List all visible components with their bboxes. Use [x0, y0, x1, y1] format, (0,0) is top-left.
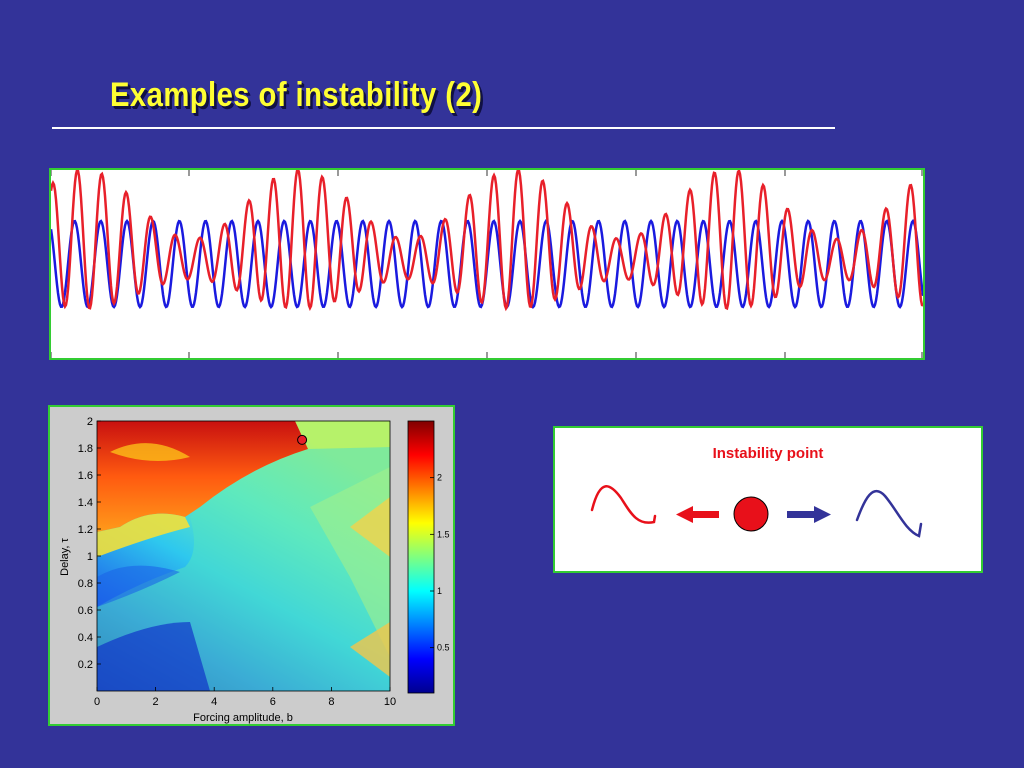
instability-point-dot [733, 496, 769, 532]
y-axis-label: Delay, τ [59, 537, 71, 575]
time-axis-ticks [51, 170, 923, 358]
y-tick-label: 0.4 [78, 632, 93, 644]
heatmap-area [97, 421, 390, 691]
y-tick-label: 0.2 [78, 659, 93, 671]
red-wave-icon [590, 485, 657, 524]
right-arrow-head-icon [814, 506, 831, 523]
x-axis-ticks: 0 2 4 6 8 10 [94, 687, 396, 708]
instability-diagram [590, 485, 923, 538]
x-axis-label: Forcing amplitude, b [193, 712, 293, 724]
y-tick-label: 1.4 [78, 497, 93, 509]
left-arrow-head-icon [676, 506, 693, 523]
instability-legend-panel: Instability point [553, 426, 983, 573]
y-tick-label: 1.8 [78, 443, 93, 455]
instability-point-label: Instability point [712, 445, 824, 462]
colorbar-tick-label: 1 [437, 586, 442, 596]
x-tick-label: 10 [384, 696, 396, 708]
time-series-panel [49, 168, 925, 360]
right-arrow-shaft [787, 511, 814, 518]
x-tick-label: 0 [94, 696, 100, 708]
instability-marker [297, 434, 308, 445]
y-tick-label: 0.8 [78, 578, 93, 590]
y-tick-label: 1.6 [78, 470, 93, 482]
y-tick-label: 2 [87, 416, 93, 428]
y-tick-label: 0.6 [78, 605, 93, 617]
x-tick-label: 6 [270, 696, 276, 708]
colorbar-tick-label: 2 [437, 473, 442, 483]
y-tick-label: 1.2 [78, 524, 93, 536]
stability-map: 0 2 4 6 8 10 0.2 0.4 0.6 0.8 1 1.2 1.4 1.6 1.8 2 Forci… [59, 416, 450, 724]
y-tick-label: 1 [87, 551, 93, 563]
y-axis-ticks: 0.2 0.4 0.6 0.8 1 1.2 1.4 1.6 1.8 2 [78, 416, 101, 671]
blue-wave-icon [855, 489, 923, 538]
title-underline [52, 127, 835, 129]
time-series-plot [51, 170, 923, 358]
colorbar [407, 420, 435, 694]
stability-map-panel: 0 2 4 6 8 10 0.2 0.4 0.6 0.8 1 1.2 1.4 1.6 1.8 2 Forci… [48, 405, 455, 726]
x-tick-label: 2 [153, 696, 159, 708]
left-arrow-shaft [692, 511, 719, 518]
red-series-line [51, 170, 923, 312]
x-tick-label: 4 [211, 696, 217, 708]
colorbar-tick-label: 0.5 [437, 643, 450, 653]
colorbar-tick-label: 1.5 [437, 529, 450, 539]
colorbar-ticks: 0.5 1 1.5 2 [430, 473, 450, 653]
x-tick-label: 8 [328, 696, 334, 708]
slide-title: Examples of instability (2) [110, 76, 483, 114]
